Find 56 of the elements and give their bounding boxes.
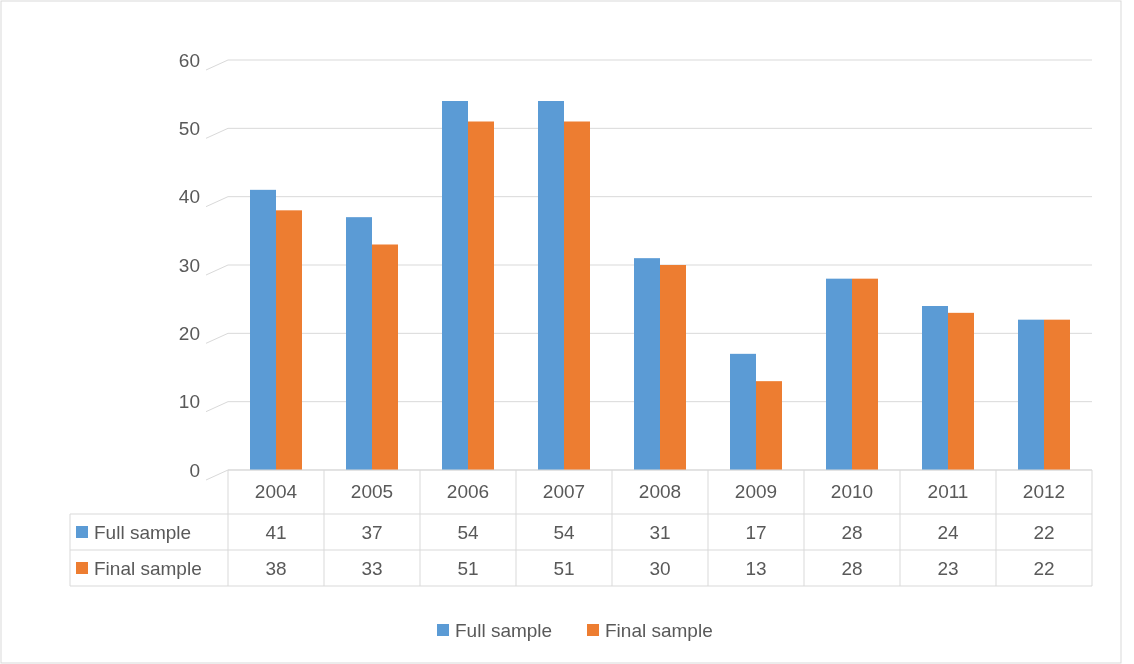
x-tick-label: 2007 [542,481,586,502]
y-tick-label: 40 [178,186,200,208]
bar [538,101,564,470]
data-label: 24 [937,521,959,543]
bar [1044,319,1070,470]
bar [468,121,494,470]
data-label: 23 [937,557,959,579]
data-label: 22 [1033,557,1055,579]
x-tick-label: 2008 [638,481,682,502]
bar [852,278,878,470]
x-tick-label: 2010 [830,481,874,502]
data-label: 17 [745,521,767,543]
text: Full sample [455,619,553,641]
x-tick-label: 2004 [254,481,298,502]
bar [250,189,276,470]
y-tick-label: 20 [178,322,200,344]
bar [730,353,756,470]
bar [922,306,948,470]
y-tick-label: 10 [178,391,200,413]
data-label: 28 [841,521,863,543]
bar [634,258,660,470]
y-tick-label: 30 [178,254,200,276]
bar [826,278,852,470]
x-tick-label: 2009 [734,481,778,502]
bar [756,381,782,470]
data-label: 22 [1033,521,1055,543]
data-label: 54 [457,521,479,543]
bar [346,217,372,470]
bar [442,101,468,470]
data-label: 30 [649,557,671,579]
data-label: 51 [553,557,575,579]
data-label: 13 [745,557,767,579]
bar [564,121,590,470]
bar [1018,319,1044,470]
y-tick-label: 60 [178,49,200,71]
bar [948,312,974,470]
legend-label: Final sample [94,557,202,579]
data-label: 54 [553,521,575,543]
data-label: 37 [361,521,383,543]
bar [276,210,302,470]
x-tick-label: 2006 [446,481,490,502]
data-label: 33 [361,557,383,579]
data-label: 41 [265,521,287,543]
data-label: 28 [841,557,863,579]
y-tick-label: 50 [178,117,200,139]
x-tick-label: 2012 [1022,481,1066,502]
x-tick-label: 2005 [350,481,394,502]
text: Final sample [605,619,713,641]
data-label: 38 [265,557,287,579]
y-tick-label: 0 [189,459,200,481]
bar [660,265,686,470]
data-label: 51 [457,557,479,579]
bar [372,244,398,470]
x-tick-label: 2011 [927,481,969,502]
legend-label: Full sample [94,521,192,543]
data-label: 31 [649,521,671,543]
